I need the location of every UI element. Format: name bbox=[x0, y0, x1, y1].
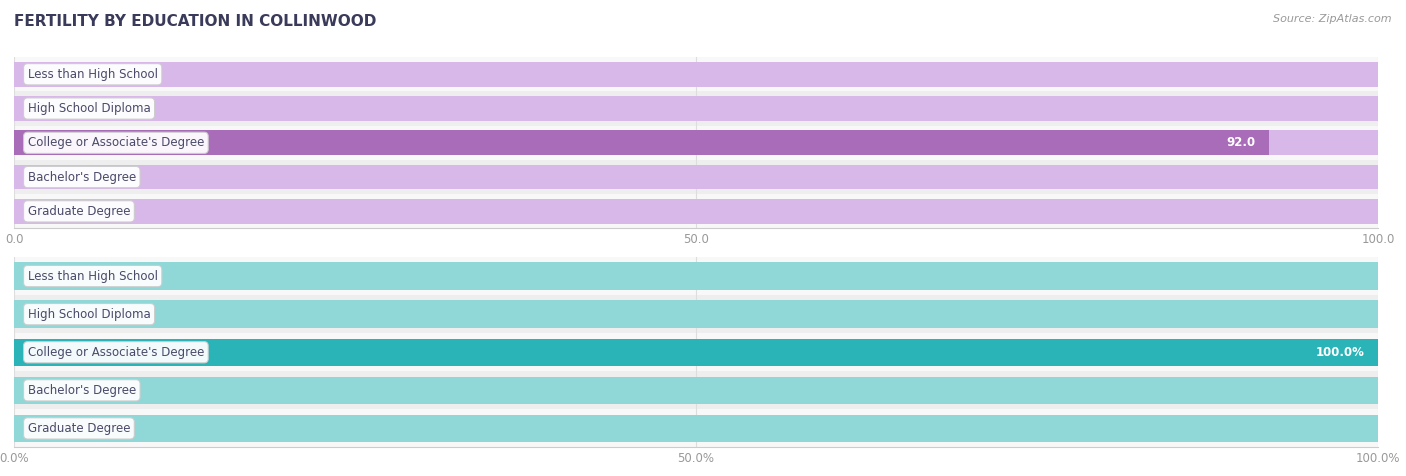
Bar bbox=[14, 194, 1378, 228]
Bar bbox=[14, 377, 1378, 404]
Bar bbox=[14, 371, 1378, 409]
Bar bbox=[14, 338, 1378, 366]
Bar bbox=[14, 130, 1268, 155]
Text: High School Diploma: High School Diploma bbox=[28, 102, 150, 115]
Bar bbox=[14, 199, 1378, 224]
Text: Graduate Degree: Graduate Degree bbox=[28, 422, 131, 435]
Text: Less than High School: Less than High School bbox=[28, 269, 157, 283]
Text: Source: ZipAtlas.com: Source: ZipAtlas.com bbox=[1274, 14, 1392, 24]
Text: 0.0%: 0.0% bbox=[28, 269, 58, 283]
Bar bbox=[14, 160, 1378, 194]
Bar bbox=[14, 62, 1378, 87]
Bar bbox=[14, 415, 1378, 442]
Text: FERTILITY BY EDUCATION IN COLLINWOOD: FERTILITY BY EDUCATION IN COLLINWOOD bbox=[14, 14, 377, 30]
Text: 0.0: 0.0 bbox=[28, 68, 46, 81]
Bar bbox=[14, 130, 1378, 155]
Bar bbox=[14, 126, 1378, 160]
Text: 0.0: 0.0 bbox=[28, 170, 46, 184]
Text: Graduate Degree: Graduate Degree bbox=[28, 205, 131, 218]
Text: Less than High School: Less than High School bbox=[28, 68, 157, 81]
Bar bbox=[14, 333, 1378, 371]
Bar bbox=[14, 96, 1378, 121]
Text: 0.0: 0.0 bbox=[28, 205, 46, 218]
Text: 0.0%: 0.0% bbox=[28, 307, 58, 321]
Text: 92.0: 92.0 bbox=[1226, 136, 1256, 149]
Bar bbox=[14, 91, 1378, 126]
Bar bbox=[14, 257, 1378, 295]
Text: 0.0%: 0.0% bbox=[28, 422, 58, 435]
Text: 0.0: 0.0 bbox=[28, 102, 46, 115]
Text: 0.0%: 0.0% bbox=[28, 384, 58, 397]
Bar bbox=[14, 57, 1378, 91]
Text: 100.0%: 100.0% bbox=[1316, 346, 1364, 359]
Bar bbox=[14, 165, 1378, 189]
Bar bbox=[14, 409, 1378, 447]
Bar bbox=[14, 300, 1378, 328]
Text: Bachelor's Degree: Bachelor's Degree bbox=[28, 170, 136, 184]
Text: College or Associate's Degree: College or Associate's Degree bbox=[28, 346, 204, 359]
Bar bbox=[14, 262, 1378, 290]
Text: Bachelor's Degree: Bachelor's Degree bbox=[28, 384, 136, 397]
Bar bbox=[14, 338, 1378, 366]
Bar bbox=[14, 295, 1378, 333]
Text: College or Associate's Degree: College or Associate's Degree bbox=[28, 136, 204, 149]
Text: High School Diploma: High School Diploma bbox=[28, 307, 150, 321]
